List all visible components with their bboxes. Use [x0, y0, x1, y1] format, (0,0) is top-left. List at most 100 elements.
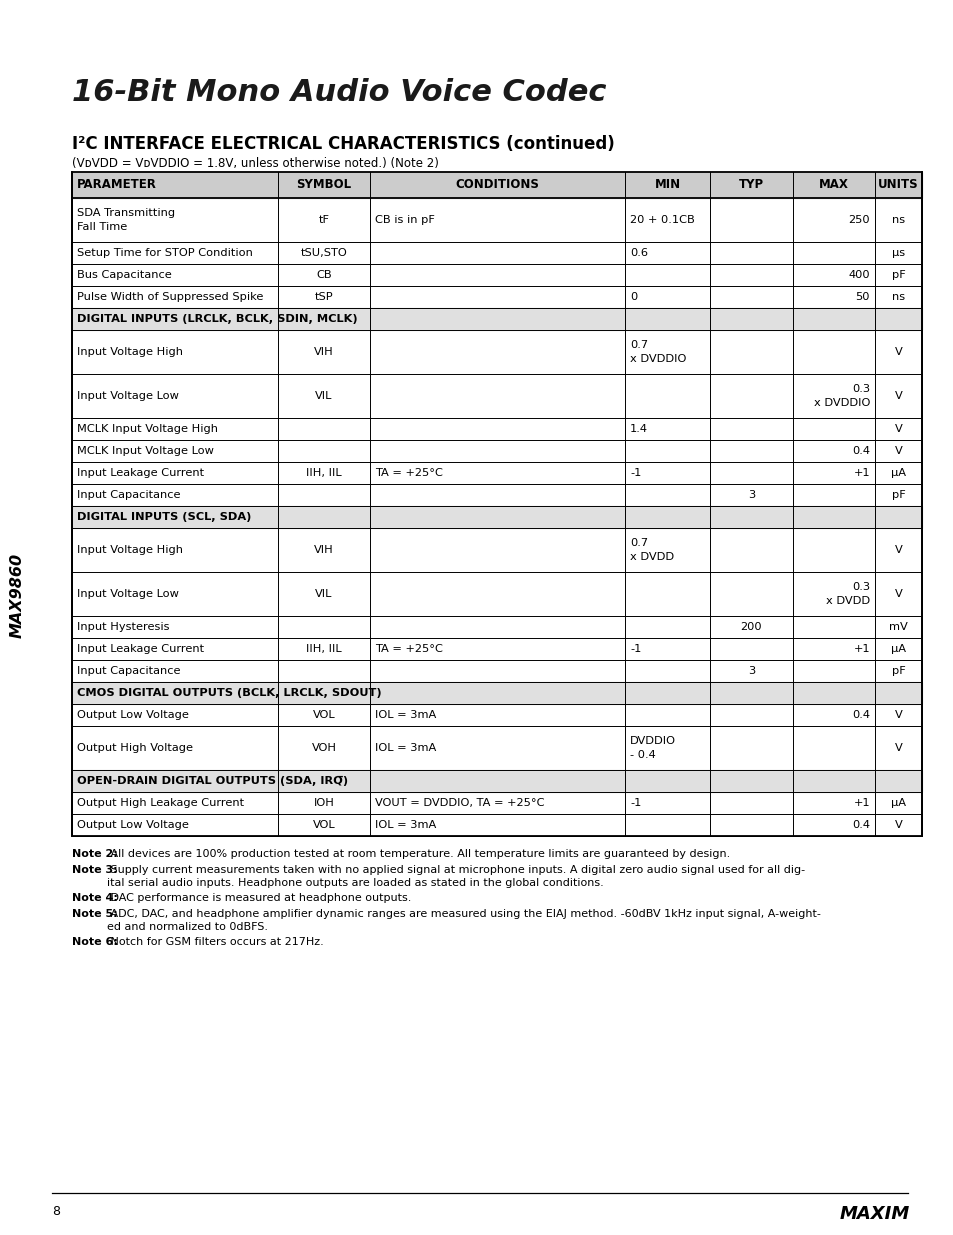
Bar [71, 172, 921, 836]
Text: pF: pF [891, 666, 904, 676]
Text: 0.3
x DVDD: 0.3 x DVDD [825, 583, 869, 605]
Text: V: V [894, 347, 902, 357]
Text: +1: +1 [853, 643, 869, 655]
Text: VOUT = DVDDIO, TA = +25°C: VOUT = DVDDIO, TA = +25°C [375, 798, 544, 808]
Text: Note 6:: Note 6: [71, 937, 118, 947]
Text: DIGITAL INPUTS (LRCLK, BCLK, SDIN, MCLK): DIGITAL INPUTS (LRCLK, BCLK, SDIN, MCLK) [77, 314, 357, 324]
Text: -1: -1 [629, 643, 640, 655]
Text: 0.4: 0.4 [851, 820, 869, 830]
Text: 0.7
x DVDD: 0.7 x DVDD [629, 538, 674, 562]
Text: MAX9860: MAX9860 [10, 552, 25, 637]
Text: IIH, IIL: IIH, IIL [306, 643, 341, 655]
Text: TA = +25°C: TA = +25°C [375, 643, 442, 655]
Text: μA: μA [890, 798, 905, 808]
Text: Note 2:: Note 2: [71, 848, 117, 860]
Text: MCLK Input Voltage Low: MCLK Input Voltage Low [77, 446, 213, 456]
Text: 400: 400 [847, 270, 869, 280]
Text: All devices are 100% production tested at room temperature. All temperature limi: All devices are 100% production tested a… [107, 848, 729, 860]
Text: Output Low Voltage: Output Low Voltage [77, 820, 189, 830]
Text: V: V [894, 820, 902, 830]
Text: IOL = 3mA: IOL = 3mA [375, 820, 436, 830]
Bar [71, 308, 921, 330]
Text: Input Voltage Low: Input Voltage Low [77, 391, 179, 401]
Text: Input Voltage Low: Input Voltage Low [77, 589, 179, 599]
Text: Output High Voltage: Output High Voltage [77, 743, 193, 753]
Text: MAXIM: MAXIM [839, 1205, 909, 1223]
Text: 50: 50 [855, 291, 869, 303]
Text: SYMBOL: SYMBOL [296, 179, 352, 191]
Bar [71, 682, 921, 704]
Text: Input Capacitance: Input Capacitance [77, 666, 180, 676]
Text: V: V [894, 710, 902, 720]
Text: μA: μA [890, 468, 905, 478]
Text: UNITS: UNITS [878, 179, 918, 191]
Text: PARAMETER: PARAMETER [77, 179, 156, 191]
Text: CONDITIONS: CONDITIONS [456, 179, 538, 191]
Text: Input Leakage Current: Input Leakage Current [77, 643, 204, 655]
Text: VIL: VIL [315, 391, 333, 401]
Text: Supply current measurements taken with no applied signal at microphone inputs. A: Supply current measurements taken with n… [107, 864, 804, 888]
Text: Output High Leakage Current: Output High Leakage Current [77, 798, 244, 808]
Text: Input Hysteresis: Input Hysteresis [77, 622, 170, 632]
Text: Input Voltage High: Input Voltage High [77, 347, 183, 357]
Text: 0.6: 0.6 [629, 248, 647, 258]
Text: CB: CB [315, 270, 332, 280]
Text: IOL = 3mA: IOL = 3mA [375, 710, 436, 720]
Text: I²C INTERFACE ELECTRICAL CHARACTERISTICS (continued): I²C INTERFACE ELECTRICAL CHARACTERISTICS… [71, 135, 614, 153]
Text: IOH: IOH [314, 798, 335, 808]
Text: 0.3
x DVDDIO: 0.3 x DVDDIO [813, 384, 869, 408]
Text: V: V [894, 391, 902, 401]
Text: pF: pF [891, 490, 904, 500]
Text: VOL: VOL [313, 820, 335, 830]
Text: MCLK Input Voltage High: MCLK Input Voltage High [77, 424, 218, 433]
Text: -1: -1 [629, 798, 640, 808]
Text: Output Low Voltage: Output Low Voltage [77, 710, 189, 720]
Text: V: V [894, 446, 902, 456]
Text: CB is in pF: CB is in pF [375, 215, 435, 225]
Text: 0.4: 0.4 [851, 710, 869, 720]
Text: 0.4: 0.4 [851, 446, 869, 456]
Text: V: V [894, 589, 902, 599]
Text: 200: 200 [740, 622, 761, 632]
Text: +1: +1 [853, 798, 869, 808]
Text: tSP: tSP [314, 291, 333, 303]
Text: 250: 250 [847, 215, 869, 225]
Text: 0.7
x DVDDIO: 0.7 x DVDDIO [629, 341, 685, 363]
Text: Notch for GSM filters occurs at 217Hz.: Notch for GSM filters occurs at 217Hz. [107, 937, 323, 947]
Text: Setup Time for STOP Condition: Setup Time for STOP Condition [77, 248, 253, 258]
Text: 1.4: 1.4 [629, 424, 647, 433]
Text: Note 4:: Note 4: [71, 893, 118, 903]
Text: ns: ns [891, 291, 904, 303]
Text: 3: 3 [747, 666, 755, 676]
Text: DVDDIO
- 0.4: DVDDIO - 0.4 [629, 736, 676, 760]
Text: VOL: VOL [313, 710, 335, 720]
Text: V: V [894, 743, 902, 753]
Text: DAC performance is measured at headphone outputs.: DAC performance is measured at headphone… [107, 893, 411, 903]
Text: pF: pF [891, 270, 904, 280]
Text: TA = +25°C: TA = +25°C [375, 468, 442, 478]
Text: ADC, DAC, and headphone amplifier dynamic ranges are measured using the EIAJ met: ADC, DAC, and headphone amplifier dynami… [107, 909, 820, 932]
Text: MAX: MAX [819, 179, 848, 191]
Bar [71, 506, 921, 529]
Text: ns: ns [891, 215, 904, 225]
Text: Input Leakage Current: Input Leakage Current [77, 468, 204, 478]
Text: OPEN-DRAIN DIGITAL OUTPUTS (SDA, IRQ̅): OPEN-DRAIN DIGITAL OUTPUTS (SDA, IRQ̅) [77, 776, 348, 785]
Text: 0: 0 [629, 291, 637, 303]
Bar [71, 769, 921, 792]
Text: (VᴅVDD = VᴅVDDIO = 1.8V, unless otherwise noted.) (Note 2): (VᴅVDD = VᴅVDDIO = 1.8V, unless otherwis… [71, 157, 438, 170]
Text: +1: +1 [853, 468, 869, 478]
Text: μs: μs [891, 248, 904, 258]
Text: -1: -1 [629, 468, 640, 478]
Text: SDA Transmitting
Fall Time: SDA Transmitting Fall Time [77, 209, 175, 232]
Text: TYP: TYP [739, 179, 763, 191]
Text: V: V [894, 424, 902, 433]
Text: Input Voltage High: Input Voltage High [77, 545, 183, 555]
Text: VOH: VOH [312, 743, 336, 753]
Text: CMOS DIGITAL OUTPUTS (BCLK, LRCLK, SDOUT): CMOS DIGITAL OUTPUTS (BCLK, LRCLK, SDOUT… [77, 688, 381, 698]
Text: VIH: VIH [314, 545, 334, 555]
Text: IOL = 3mA: IOL = 3mA [375, 743, 436, 753]
Text: VIL: VIL [315, 589, 333, 599]
Text: MIN: MIN [654, 179, 679, 191]
Text: 16-Bit Mono Audio Voice Codec: 16-Bit Mono Audio Voice Codec [71, 78, 606, 107]
Text: μA: μA [890, 643, 905, 655]
